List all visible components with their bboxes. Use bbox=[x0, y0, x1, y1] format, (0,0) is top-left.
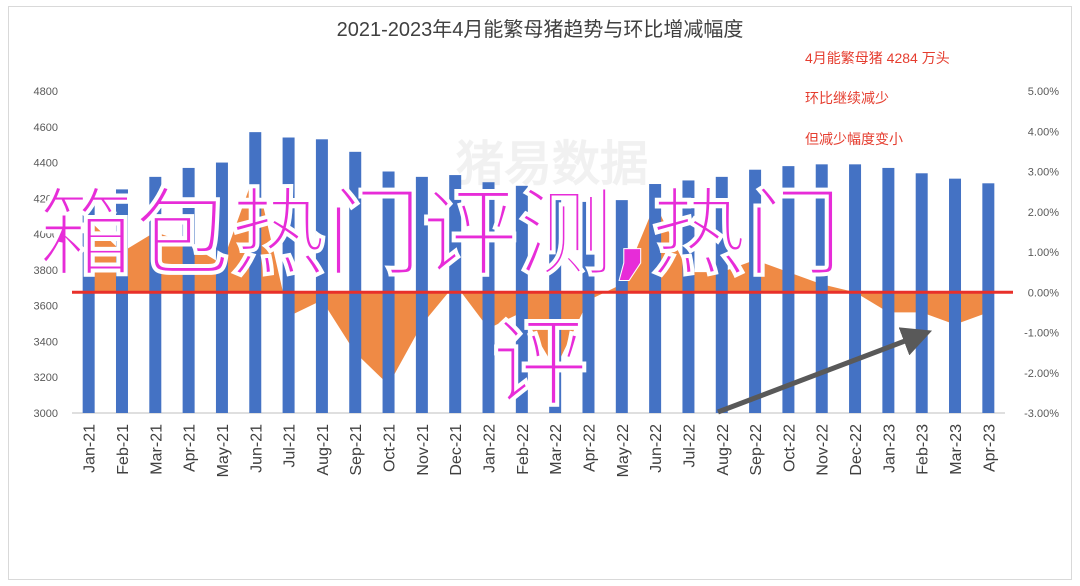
x-tick-label: May-21 bbox=[215, 424, 232, 477]
x-tick-label: Jan-21 bbox=[82, 424, 99, 473]
x-tick-label: Dec-21 bbox=[448, 424, 465, 476]
bar-Apr-22 bbox=[582, 201, 595, 413]
annotation-text: 环比继续减少 bbox=[805, 90, 889, 106]
x-tick-label: Mar-22 bbox=[548, 424, 565, 475]
bar-Dec-21 bbox=[449, 175, 462, 413]
right-tick-label: 5.00% bbox=[1028, 86, 1059, 98]
bar-Oct-22 bbox=[782, 166, 795, 413]
x-tick-label: Nov-22 bbox=[815, 424, 832, 476]
bar-Nov-22 bbox=[815, 164, 828, 413]
mom-change-area bbox=[88, 171, 989, 385]
bar-Mar-23 bbox=[949, 178, 962, 413]
x-tick-label: Oct-21 bbox=[382, 424, 399, 472]
x-tick-label: Apr-23 bbox=[981, 424, 998, 472]
right-tick-label: 2.00% bbox=[1028, 207, 1059, 219]
x-tick-label: Dec-22 bbox=[848, 424, 865, 476]
bar-Feb-22 bbox=[515, 185, 528, 413]
area-layer bbox=[88, 171, 989, 385]
x-tick-label: Aug-22 bbox=[715, 424, 732, 476]
left-tick-label: 3600 bbox=[34, 301, 58, 313]
left-tick-label: 3800 bbox=[34, 265, 58, 277]
x-tick-label: Aug-21 bbox=[315, 424, 332, 476]
right-tick-label: 3.00% bbox=[1028, 167, 1059, 179]
annotation-text: 4月能繁母猪 4284 万头 bbox=[805, 50, 950, 66]
left-tick-label: 4400 bbox=[34, 158, 58, 170]
bar-Aug-22 bbox=[715, 176, 728, 413]
x-tick-label: Oct-22 bbox=[781, 424, 798, 472]
right-axis: 5.00% 4.00% 3.00% 2.00% 1.00% 0.00% -1.00% -2.0… bbox=[1024, 86, 1059, 420]
x-tick-label: Feb-21 bbox=[115, 424, 132, 475]
left-tick-label: 3200 bbox=[34, 372, 58, 384]
x-tick-label: Nov-21 bbox=[415, 424, 432, 476]
bar-Jan-21 bbox=[82, 196, 95, 413]
bar-Jun-22 bbox=[649, 184, 662, 413]
overlay-headline-1: 箱包热门评测,热门 bbox=[37, 178, 843, 290]
left-axis: 4800 4600 4400 4200 4000 3800 3600 3400 3200 3000 bbox=[34, 86, 58, 420]
bar-Jul-21 bbox=[282, 137, 295, 413]
x-tick-label: Sep-22 bbox=[748, 424, 765, 476]
bar-Jan-22 bbox=[482, 182, 495, 413]
x-tick-label: Jun-22 bbox=[648, 424, 665, 473]
x-tick-label: Jun-21 bbox=[248, 424, 265, 473]
bar-May-21 bbox=[215, 162, 228, 413]
left-tick-label: 3000 bbox=[34, 408, 58, 420]
bar-Nov-21 bbox=[415, 176, 428, 413]
x-tick-label: Jan-23 bbox=[881, 424, 898, 473]
x-tick-label: Mar-21 bbox=[148, 424, 165, 475]
chart-frame bbox=[8, 6, 1072, 580]
bar-Jun-21 bbox=[249, 132, 262, 413]
x-axis: Jan-21 Feb-21 Mar-21 Apr-21 May-21 Jun-21 Jul-… bbox=[82, 424, 999, 477]
left-tick-label: 4800 bbox=[34, 86, 58, 98]
right-tick-label: 4.00% bbox=[1028, 126, 1059, 138]
bar-Feb-21 bbox=[115, 189, 128, 413]
bar-Dec-22 bbox=[849, 164, 862, 413]
bar-Sep-21 bbox=[349, 151, 362, 414]
left-tick-label: 4600 bbox=[34, 122, 58, 134]
bar-Mar-22 bbox=[549, 200, 562, 413]
bar-Jan-23 bbox=[882, 167, 895, 413]
x-tick-label: May-22 bbox=[615, 424, 632, 477]
right-tick-label: -2.00% bbox=[1024, 368, 1059, 380]
bar-Apr-21 bbox=[182, 167, 195, 413]
trend-arrow-layer bbox=[717, 327, 933, 415]
x-tick-label: Jan-22 bbox=[482, 424, 499, 473]
left-tick-label: 4000 bbox=[34, 229, 58, 241]
right-tick-label: 1.00% bbox=[1028, 247, 1059, 259]
right-tick-label: -1.00% bbox=[1024, 328, 1059, 340]
annotation-text: 但减少幅度变小 bbox=[805, 131, 903, 147]
bar-Aug-21 bbox=[315, 139, 328, 414]
left-tick-label: 4200 bbox=[34, 193, 58, 205]
trend-arrow bbox=[717, 327, 933, 415]
x-tick-label: Feb-23 bbox=[915, 424, 932, 475]
x-tick-label: Feb-22 bbox=[515, 424, 532, 475]
bar-Apr-23 bbox=[982, 183, 995, 413]
x-tick-label: Mar-23 bbox=[948, 424, 965, 475]
x-tick-label: Jul-21 bbox=[282, 424, 299, 468]
right-tick-label: -3.00% bbox=[1024, 408, 1059, 420]
overlay-headline-2: 评 bbox=[492, 308, 589, 420]
chart-title: 2021-2023年4月能繁母猪趋势与环比增减幅度 bbox=[337, 18, 744, 41]
bar-Jul-22 bbox=[682, 180, 695, 413]
x-tick-label: Apr-22 bbox=[581, 424, 598, 472]
right-tick-label: 0.00% bbox=[1028, 287, 1059, 299]
bar-Mar-21 bbox=[149, 176, 162, 413]
bar-May-22 bbox=[615, 200, 628, 413]
left-tick-label: 3400 bbox=[34, 336, 58, 348]
x-tick-label: Apr-21 bbox=[182, 424, 199, 472]
x-tick-label: Jul-22 bbox=[681, 424, 698, 468]
x-tick-label: Sep-21 bbox=[348, 424, 365, 476]
